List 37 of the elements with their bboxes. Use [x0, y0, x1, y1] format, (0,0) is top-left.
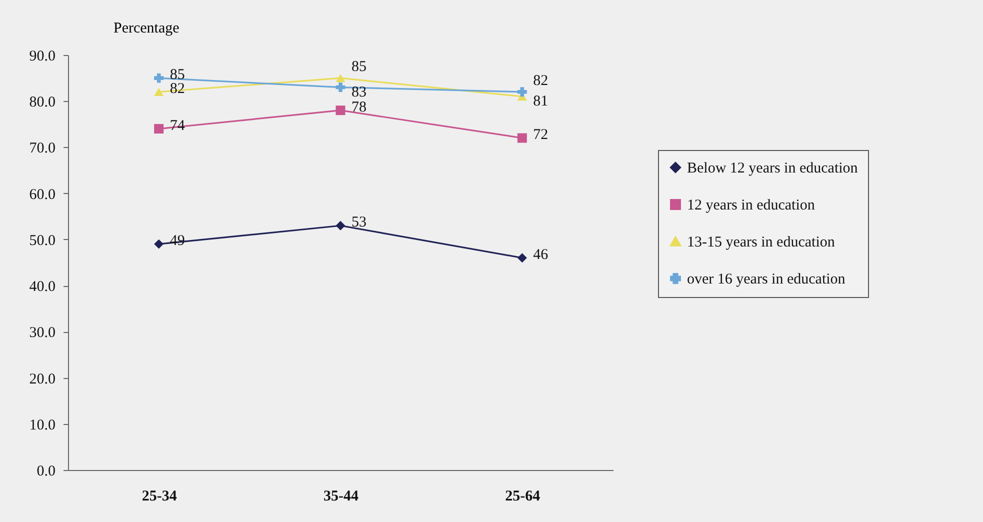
data-label: 82: [533, 72, 548, 89]
y-tick-label: 50.0: [29, 232, 56, 249]
data-label: 85: [352, 59, 366, 76]
point: [336, 220, 346, 230]
point: [517, 133, 527, 143]
y-tick-label: 70.0: [29, 140, 56, 157]
x-tick-label: 35-44: [324, 488, 359, 504]
data-label: 78: [352, 99, 366, 116]
data-label: 83: [352, 84, 366, 100]
y-tick-label: 80.0: [29, 94, 56, 111]
point: [154, 88, 164, 96]
y-tick-label: 20.0: [29, 371, 56, 388]
y-tick-label: 30.0: [29, 325, 56, 342]
x-tick-label: 25-34: [142, 488, 178, 504]
point: [517, 253, 527, 263]
legend-label: over 16 years in education: [687, 272, 846, 288]
y-tick-label: 0.0: [36, 464, 56, 480]
x-tick-label: 25-64: [505, 488, 541, 504]
data-label: 72: [533, 127, 548, 143]
data-label: 81: [533, 94, 548, 110]
point: [154, 73, 164, 83]
point: [336, 74, 346, 82]
point: [336, 106, 346, 116]
point: [154, 239, 164, 249]
point: [154, 124, 164, 134]
point: [336, 82, 346, 92]
y-tick-label: 90.0: [29, 48, 56, 64]
y-tick-label: 60.0: [29, 186, 56, 203]
y-tick-label: 40.0: [29, 279, 56, 296]
point: [517, 87, 527, 97]
data-label: 46: [533, 246, 549, 263]
y-axis-title: Percentage: [114, 20, 180, 36]
data-label: 53: [352, 214, 366, 231]
legend-label: 13-15 years in education: [687, 234, 836, 250]
legend-label: 12 years in education: [687, 198, 816, 214]
legend-label: Below 12 years in education: [687, 160, 858, 176]
y-tick-label: 10.0: [29, 417, 56, 434]
